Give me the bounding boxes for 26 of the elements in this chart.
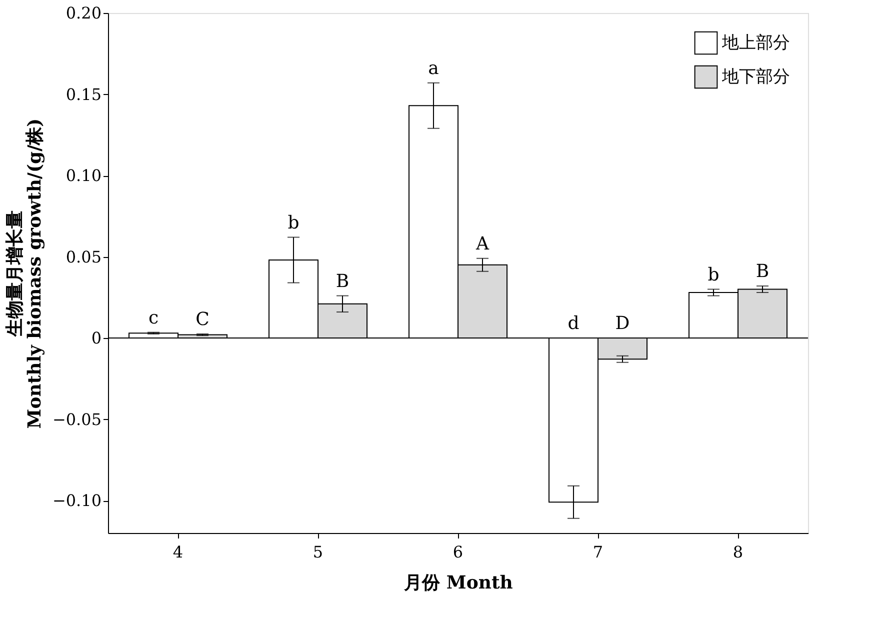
- data-label: B: [336, 270, 350, 292]
- y-tick-label: −0.05: [52, 410, 102, 429]
- x-axis-title: 月份 Month: [403, 572, 513, 594]
- y-axis-title: 生物量月增长量 Monthly biomass growth/(g/株): [4, 118, 46, 429]
- legend-label: 地上部分: [721, 33, 790, 53]
- x-tick-label: 4: [172, 542, 184, 562]
- data-label: a: [428, 58, 440, 79]
- data-label: c: [148, 307, 159, 328]
- data-label: B: [756, 261, 770, 282]
- data-label: d: [568, 313, 580, 334]
- data-label: C: [196, 308, 210, 330]
- legend-label: 地下部分: [721, 67, 790, 87]
- x-tick-label: 7: [592, 542, 604, 562]
- y-tick-label: 0.05: [66, 247, 102, 266]
- data-label: D: [615, 313, 630, 334]
- x-tick-label: 8: [732, 542, 744, 562]
- y-tick-label: 0.15: [66, 84, 102, 104]
- x-tick-label: 6: [452, 542, 464, 562]
- x-tick-label: 5: [312, 542, 324, 562]
- data-label: b: [708, 264, 720, 286]
- y-tick-label: 0: [91, 328, 102, 348]
- y-tick-label: −0.10: [52, 491, 102, 510]
- data-label: A: [475, 233, 490, 254]
- y-tick-label: 0.10: [66, 166, 102, 185]
- data-label: b: [288, 212, 300, 234]
- y-tick-label: 0.20: [66, 4, 102, 22]
